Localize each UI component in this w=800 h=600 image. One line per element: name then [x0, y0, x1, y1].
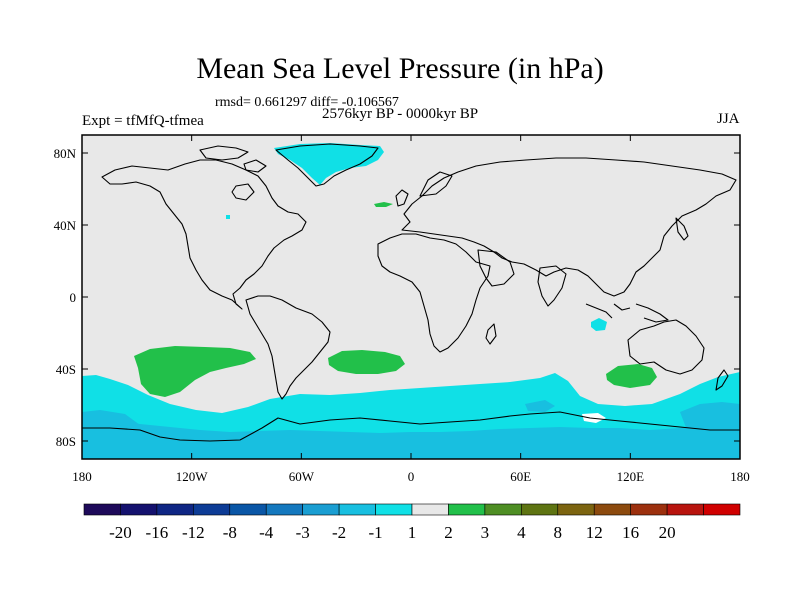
coast-arabia — [477, 249, 515, 287]
coast-south-america — [245, 295, 331, 400]
south-indian-positive — [606, 364, 657, 388]
colorbar-swatch — [302, 503, 340, 516]
indonesia-negative — [591, 318, 607, 331]
colorbar-swatch — [156, 503, 194, 516]
coast-japan — [675, 217, 689, 241]
period-subtitle: 2576kyr BP - 0000kyr BP — [322, 106, 479, 122]
colorbar-label: 8 — [554, 523, 563, 542]
colorbar-label: 2 — [444, 523, 453, 542]
colorbar-swatch — [557, 503, 595, 516]
coast-australia — [627, 319, 705, 375]
experiment-label: Expt = tfMfQ-tfmea — [82, 113, 204, 129]
colorbar-swatch — [411, 503, 449, 516]
coast-north-america — [101, 159, 307, 310]
colorbar-swatch — [193, 503, 231, 516]
season-label: JJA — [717, 111, 740, 127]
north-atlantic-positive — [374, 202, 393, 207]
greenland-negative — [274, 143, 384, 185]
coast-antarctica — [82, 411, 740, 442]
weddell-negative — [525, 400, 555, 412]
south-atlantic-positive — [328, 350, 405, 374]
y-tick-label: 0 — [70, 290, 77, 305]
x-tick-label: 180 — [72, 469, 92, 484]
x-tick-label: 60E — [510, 469, 531, 484]
colorbar-swatch — [229, 503, 267, 516]
coast-new-zealand — [715, 369, 729, 391]
colorbar-label: 3 — [481, 523, 490, 542]
colorbar-swatch — [521, 503, 559, 516]
coast-africa — [377, 233, 491, 353]
x-tick-label: 120E — [617, 469, 645, 484]
colorbar-swatch — [593, 503, 631, 516]
y-tick-label: 80N — [54, 146, 77, 161]
coast-madagascar — [485, 323, 497, 345]
colorbar-swatch — [448, 503, 486, 516]
antarctic-coast-negative — [82, 418, 740, 459]
colorbar: -20 -16 -12 -8 -4 -3 -2 -1 1 2 3 4 8 12 16 20 — [83, 503, 741, 542]
colorbar-swatch — [83, 503, 121, 516]
colorbar-label: 1 — [408, 523, 417, 542]
chart-title: Mean Sea Level Pressure (in hPa) — [196, 52, 604, 85]
colorbar-label: -3 — [296, 523, 310, 542]
coast-greenland — [275, 143, 379, 187]
colorbar-label: -1 — [368, 523, 382, 542]
x-tick-label: 180 — [730, 469, 750, 484]
coastlines — [82, 143, 740, 442]
anomaly-layer — [82, 143, 740, 459]
x-tick-label: 0 — [408, 469, 415, 484]
colorbar-label: -16 — [146, 523, 169, 542]
south-pacific-positive — [134, 346, 256, 397]
pacific-speck — [226, 215, 230, 219]
colorbar-swatch — [375, 503, 413, 516]
colorbar-swatch — [703, 503, 741, 516]
colorbar-swatch — [484, 503, 522, 516]
colorbar-label: 16 — [622, 523, 639, 542]
colorbar-swatch — [630, 503, 668, 516]
coast-hudson — [231, 183, 255, 201]
colorbar-label: -8 — [223, 523, 237, 542]
colorbar-swatch — [265, 503, 303, 516]
coast-scandinavia — [419, 171, 453, 197]
colorbar-label: -4 — [259, 523, 274, 542]
colorbar-label: 12 — [586, 523, 603, 542]
x-tick-label: 120W — [176, 469, 209, 484]
coast-arctic-islands — [199, 145, 267, 173]
y-tick-label: 40S — [56, 362, 76, 377]
coast-indonesia — [585, 303, 669, 323]
colorbar-swatch — [338, 503, 376, 516]
y-tick-label: 80S — [56, 434, 76, 449]
colorbar-label: 4 — [517, 523, 526, 542]
coast-uk — [395, 189, 409, 207]
y-tick-label: 40N — [54, 218, 77, 233]
colorbar-swatch — [120, 503, 158, 516]
colorbar-swatch — [666, 503, 704, 516]
stats-text: rmsd= 0.661297 diff= -0.106567 — [215, 95, 399, 110]
x-tick-label: 60W — [289, 469, 315, 484]
ross-sea-negative — [82, 410, 140, 440]
coast-india — [537, 265, 567, 307]
colorbar-label: -20 — [109, 523, 132, 542]
colorbar-label: -2 — [332, 523, 346, 542]
colorbar-label: 20 — [659, 523, 676, 542]
axis-ticks: 180 120W 60W 0 60E 120E 180 80N 40N 0 40S 80S — [54, 135, 750, 484]
colorbar-label: -12 — [182, 523, 205, 542]
